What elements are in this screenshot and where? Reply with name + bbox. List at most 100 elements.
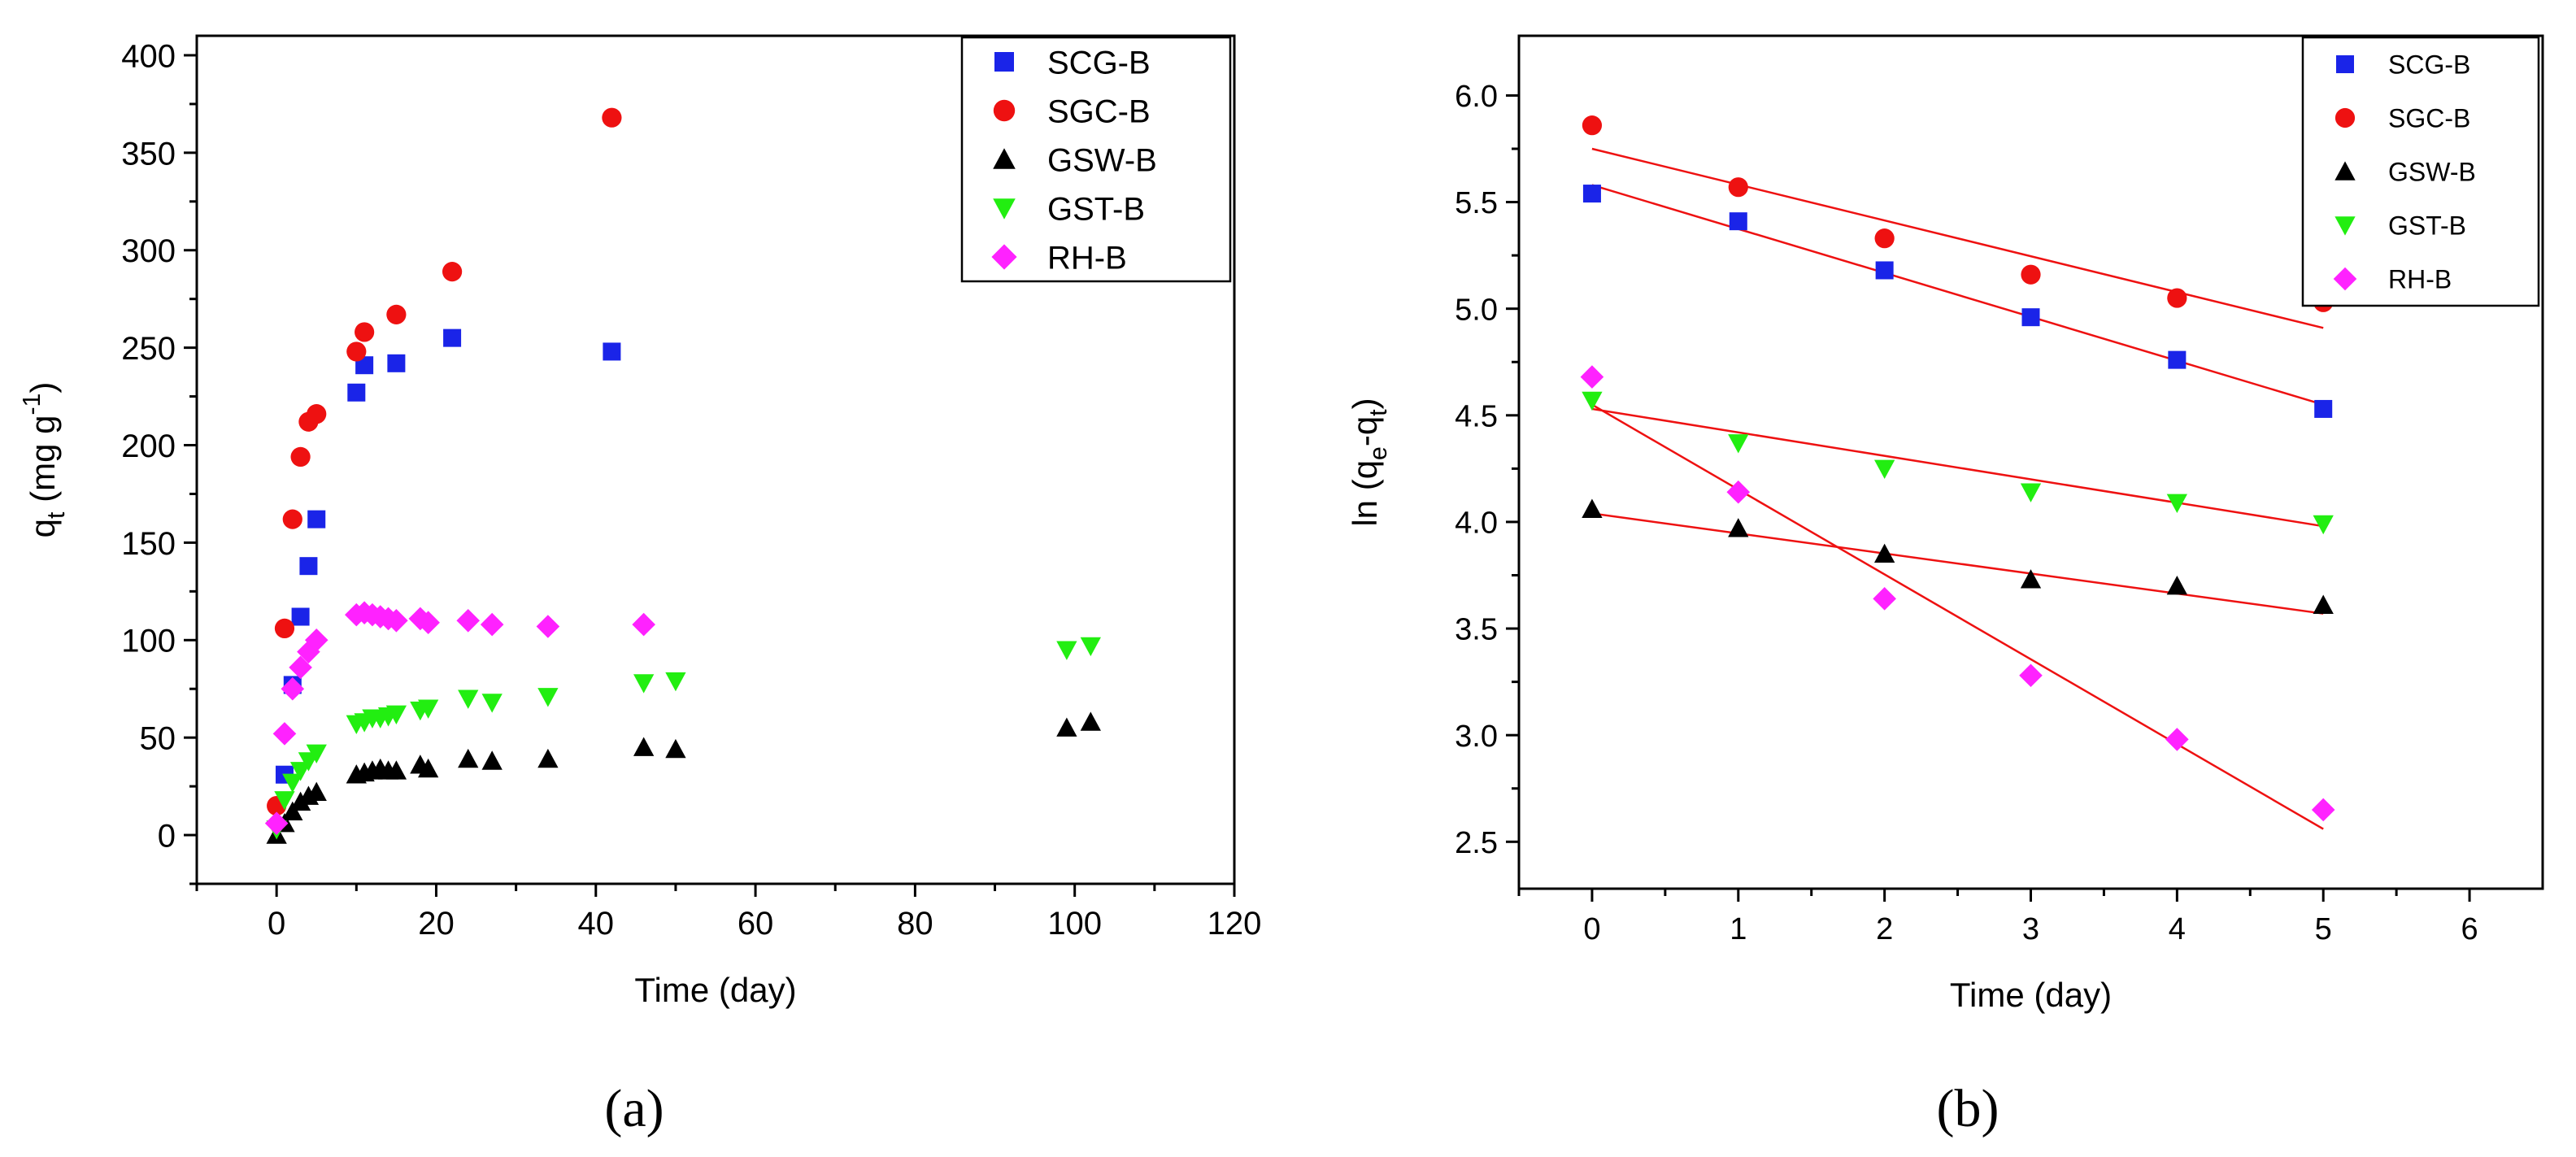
data-point xyxy=(480,612,504,637)
legend-label: GSW-B xyxy=(2388,158,2476,187)
x-tick-label: 120 xyxy=(1208,906,1262,942)
data-point xyxy=(603,342,621,361)
data-point xyxy=(1080,637,1101,657)
fit-line-sgc-b xyxy=(1591,147,2324,329)
data-point xyxy=(307,404,327,424)
data-point xyxy=(2313,594,2334,614)
data-point xyxy=(387,354,406,372)
y-tick-label: 300 xyxy=(121,233,176,269)
data-point xyxy=(291,607,310,626)
x-tick-label: 20 xyxy=(418,906,455,942)
y-tick-label: 0 xyxy=(158,818,176,854)
y-tick-label: 400 xyxy=(121,38,176,74)
y-tick-label: 350 xyxy=(121,136,176,172)
x-tick-label: 60 xyxy=(738,906,774,942)
fit-line-gst-b xyxy=(1591,407,2324,528)
legend-marker xyxy=(994,52,1014,72)
x-tick-label: 1 xyxy=(1730,912,1747,946)
series-gsw-b xyxy=(266,711,1101,844)
legend-label: SCG-B xyxy=(1047,45,1151,80)
data-point xyxy=(281,676,305,701)
data-point xyxy=(289,655,312,680)
data-point xyxy=(537,748,559,768)
y-tick-label: 200 xyxy=(121,428,176,464)
y-tick-label: 250 xyxy=(121,331,176,367)
series-gsw-b xyxy=(1582,498,2334,614)
data-point xyxy=(2019,663,2043,688)
data-point xyxy=(1728,177,1748,198)
data-point xyxy=(417,699,439,719)
series-gst-b xyxy=(1582,391,2334,535)
legend: SCG-B SGC-B GSW-B GST-B RH-B xyxy=(2301,36,2540,307)
data-point xyxy=(304,628,329,652)
y-tick-label: 2.5 xyxy=(1455,826,1498,860)
data-point xyxy=(417,758,439,778)
legend-marker xyxy=(2334,107,2356,128)
data-point xyxy=(665,672,686,692)
legend-marker xyxy=(991,244,1017,270)
x-tick-label: 80 xyxy=(897,906,933,942)
panel-a-chart: 0 20 40 60 80 100 120 0 50 100 150 200 250 300 350 400 T… xyxy=(19,34,1262,1009)
data-point xyxy=(306,781,327,802)
legend-label: GST-B xyxy=(1047,191,1145,227)
data-point xyxy=(2167,288,2187,308)
y-tick-label: 150 xyxy=(121,526,176,562)
data-point xyxy=(665,738,686,759)
y-tick-label: 4.0 xyxy=(1455,507,1498,541)
plot-frame xyxy=(195,34,1236,885)
data-point xyxy=(458,748,479,768)
data-point xyxy=(1873,459,1895,480)
legend-marker xyxy=(2333,267,2357,291)
legend: SCG-B SGC-B GSW-B GST-B RH-B xyxy=(960,36,1232,283)
data-point xyxy=(1056,641,1077,660)
data-point xyxy=(1582,185,1601,203)
data-point xyxy=(2313,515,2334,535)
fit-line-gsw-b xyxy=(1591,512,2324,615)
legend-marker xyxy=(993,99,1016,122)
x-tick-label: 6 xyxy=(2461,912,2478,946)
data-point xyxy=(2311,798,2335,822)
legend-label: RH-B xyxy=(1047,240,1127,276)
legend-marker xyxy=(2334,216,2356,236)
data-point xyxy=(2021,308,2040,327)
data-point xyxy=(456,609,481,633)
y-tick-label: 50 xyxy=(140,721,176,757)
legend-label: GSW-B xyxy=(1047,142,1157,178)
data-point xyxy=(272,722,297,746)
data-point xyxy=(282,509,302,529)
data-point xyxy=(299,557,318,576)
y-tick-label: 6.0 xyxy=(1455,80,1498,114)
data-point xyxy=(346,341,367,362)
data-point xyxy=(632,612,655,637)
data-point xyxy=(458,689,479,709)
data-point xyxy=(2168,350,2187,369)
data-point xyxy=(1056,717,1077,737)
x-tick-label: 100 xyxy=(1047,906,1102,942)
data-point xyxy=(1729,212,1747,231)
data-point xyxy=(355,322,375,342)
data-point xyxy=(2166,494,2188,513)
y-axis-label: ln (qe-qt) xyxy=(1346,398,1392,526)
legend-marker xyxy=(2334,161,2356,181)
series-scg-b xyxy=(1582,185,2333,418)
y-tick-label: 3.0 xyxy=(1455,720,1498,754)
data-point xyxy=(385,609,408,633)
y-tick-label: 100 xyxy=(121,624,176,659)
legend-label: RH-B xyxy=(2388,265,2452,294)
data-point xyxy=(282,801,303,821)
data-point xyxy=(274,791,295,811)
data-point xyxy=(1582,391,1603,411)
data-point xyxy=(1582,498,1603,518)
x-axis-label: Time (day) xyxy=(634,971,796,1009)
series-sgc-b xyxy=(267,107,622,816)
data-point xyxy=(1875,261,1894,280)
data-point xyxy=(2314,399,2333,418)
data-point xyxy=(347,383,366,402)
data-point xyxy=(264,811,289,835)
data-point xyxy=(386,304,407,324)
data-point xyxy=(443,328,462,347)
y-tick-label: 5.5 xyxy=(1455,186,1498,220)
data-point xyxy=(481,694,503,713)
data-point xyxy=(2165,728,2189,751)
